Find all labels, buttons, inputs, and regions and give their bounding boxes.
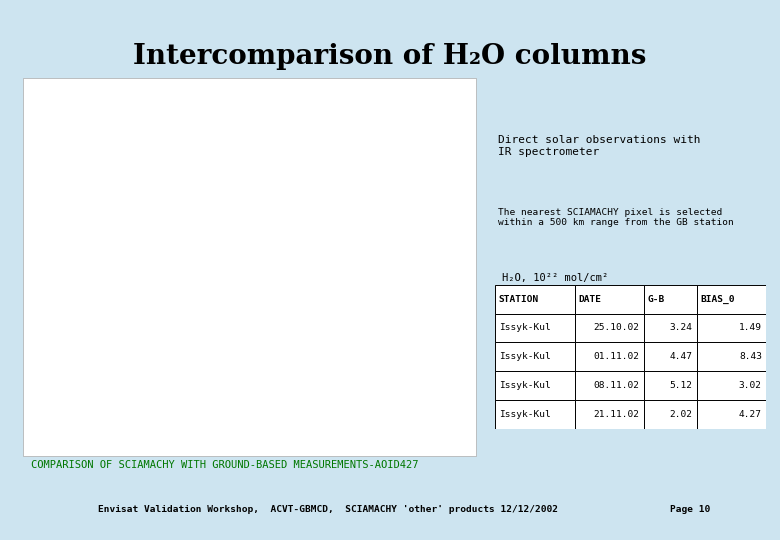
Bar	[644, 400, 697, 429]
Bar	[495, 342, 575, 372]
GB	[167, 118, 176, 124]
GB	[427, 350, 437, 356]
SCIA BIAS_0	[442, 285, 455, 294]
Text: BIAS_0: BIAS_0	[700, 294, 736, 303]
GB	[289, 194, 299, 200]
Text: 1.49: 1.49	[739, 323, 762, 333]
Bar	[495, 372, 575, 400]
Bar	[644, 285, 697, 314]
Text: 25.10.02: 25.10.02	[594, 323, 640, 333]
Text: 4.27: 4.27	[739, 410, 762, 420]
Bar	[644, 342, 697, 372]
Text: Direct solar observations with
IR spectrometer: Direct solar observations with IR spectr…	[498, 135, 700, 157]
SCIA BIAS_0	[383, 151, 395, 160]
Text: Issyk-Kul: Issyk-Kul	[498, 323, 551, 333]
Text: G-B: G-B	[648, 294, 665, 303]
GB	[417, 376, 426, 382]
GB	[73, 152, 83, 159]
Bar	[575, 314, 644, 342]
Bar	[697, 372, 766, 400]
Bar	[697, 400, 766, 429]
Text: Issyk-Kul: Issyk-Kul	[498, 353, 551, 361]
Text: 5.12: 5.12	[670, 381, 693, 390]
Text: 3.24: 3.24	[670, 323, 693, 333]
Text: COMPARISON OF SCIAMACHY WITH GROUND-BASED MEASUREMENTS-AOID427: COMPARISON OF SCIAMACHY WITH GROUND-BASE…	[31, 461, 419, 470]
GB	[204, 187, 213, 194]
Legend: GB, SCIA BIAS_0: GB, SCIA BIAS_0	[74, 391, 144, 423]
Bar	[575, 342, 644, 372]
Text: Issyk-Kul: Issyk-Kul	[498, 381, 551, 390]
SCIA BIAS_0	[426, 375, 438, 383]
Bar	[644, 314, 697, 342]
Text: STATION: STATION	[498, 294, 539, 303]
Bar	[495, 314, 575, 342]
Text: 01.11.02: 01.11.02	[594, 353, 640, 361]
Text: Intercomparison of H₂O columns: Intercomparison of H₂O columns	[133, 43, 647, 70]
Line: GB: GB	[76, 118, 456, 381]
Text: Page 10: Page 10	[670, 505, 711, 514]
Y-axis label: H₂O VCD, 10²² mol/cm²: H₂O VCD, 10²² mol/cm²	[43, 226, 50, 309]
Text: DATE: DATE	[579, 294, 601, 303]
Bar	[495, 285, 575, 314]
Text: 08.11.02: 08.11.02	[594, 381, 640, 390]
Title: SCIAMACHY vs. GROUND-BASED MEASUREMENTS AT ISSYK-KUL (77E/43N)
(SCIAMACHY NRT da: SCIAMACHY vs. GROUND-BASED MEASUREMENTS …	[138, 91, 396, 105]
Bar	[495, 400, 575, 429]
Bar	[697, 342, 766, 372]
Text: 2.02: 2.02	[670, 410, 693, 420]
GB	[124, 216, 133, 222]
Text: Envisat Validation Workshop,  ACVT-GBMCD,  SCIAMACHY 'other' products 12/12/2002: Envisat Validation Workshop, ACVT-GBMCD,…	[98, 505, 558, 514]
GB	[332, 328, 341, 334]
Text: 8.43: 8.43	[739, 353, 762, 361]
Text: Issyk-Kul: Issyk-Kul	[498, 410, 551, 420]
Bar	[697, 314, 766, 342]
Bar	[575, 400, 644, 429]
GB	[316, 229, 325, 235]
Bar	[575, 372, 644, 400]
Text: The nearest SCIAMACHY pixel is selected
within a 500 km range from the GB statio: The nearest SCIAMACHY pixel is selected …	[498, 208, 733, 227]
Text: 21.11.02: 21.11.02	[594, 410, 640, 420]
Bar	[697, 285, 766, 314]
Text: 4.47: 4.47	[670, 353, 693, 361]
Text: H₂O, 10²² mol/cm²: H₂O, 10²² mol/cm²	[502, 273, 608, 283]
Text: 3.02: 3.02	[739, 381, 762, 390]
SCIA BIAS_0	[410, 327, 423, 335]
Bar	[575, 285, 644, 314]
Bar	[644, 372, 697, 400]
GB	[448, 312, 458, 319]
